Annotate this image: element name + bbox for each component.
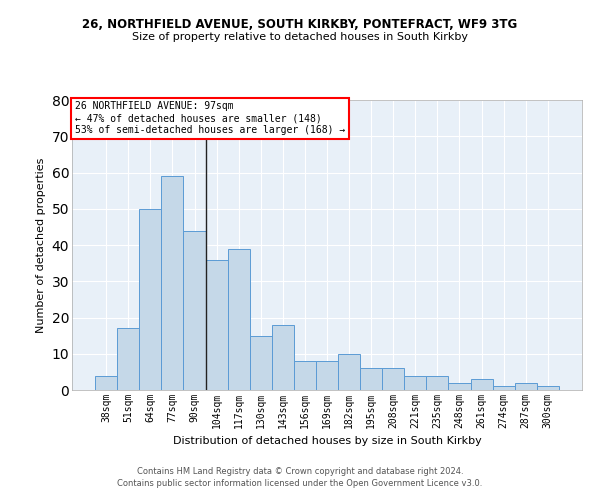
Bar xyxy=(515,383,537,390)
Bar xyxy=(206,260,227,390)
Bar xyxy=(470,379,493,390)
Bar xyxy=(537,386,559,390)
X-axis label: Distribution of detached houses by size in South Kirkby: Distribution of detached houses by size … xyxy=(173,436,481,446)
Bar xyxy=(161,176,184,390)
Bar xyxy=(227,248,250,390)
Text: Size of property relative to detached houses in South Kirkby: Size of property relative to detached ho… xyxy=(132,32,468,42)
Bar xyxy=(316,361,338,390)
Bar xyxy=(427,376,448,390)
Text: 26 NORTHFIELD AVENUE: 97sqm
← 47% of detached houses are smaller (148)
53% of se: 26 NORTHFIELD AVENUE: 97sqm ← 47% of det… xyxy=(74,102,345,134)
Text: 26, NORTHFIELD AVENUE, SOUTH KIRKBY, PONTEFRACT, WF9 3TG: 26, NORTHFIELD AVENUE, SOUTH KIRKBY, PON… xyxy=(82,18,518,30)
Bar xyxy=(493,386,515,390)
Bar xyxy=(272,325,294,390)
Bar xyxy=(250,336,272,390)
Text: Contains HM Land Registry data © Crown copyright and database right 2024.: Contains HM Land Registry data © Crown c… xyxy=(137,467,463,476)
Bar xyxy=(117,328,139,390)
Bar xyxy=(95,376,117,390)
Bar xyxy=(448,383,470,390)
Bar xyxy=(294,361,316,390)
Bar xyxy=(382,368,404,390)
Bar xyxy=(360,368,382,390)
Y-axis label: Number of detached properties: Number of detached properties xyxy=(36,158,46,332)
Text: Contains public sector information licensed under the Open Government Licence v3: Contains public sector information licen… xyxy=(118,478,482,488)
Bar xyxy=(184,230,206,390)
Bar xyxy=(338,354,360,390)
Bar xyxy=(404,376,427,390)
Bar xyxy=(139,209,161,390)
